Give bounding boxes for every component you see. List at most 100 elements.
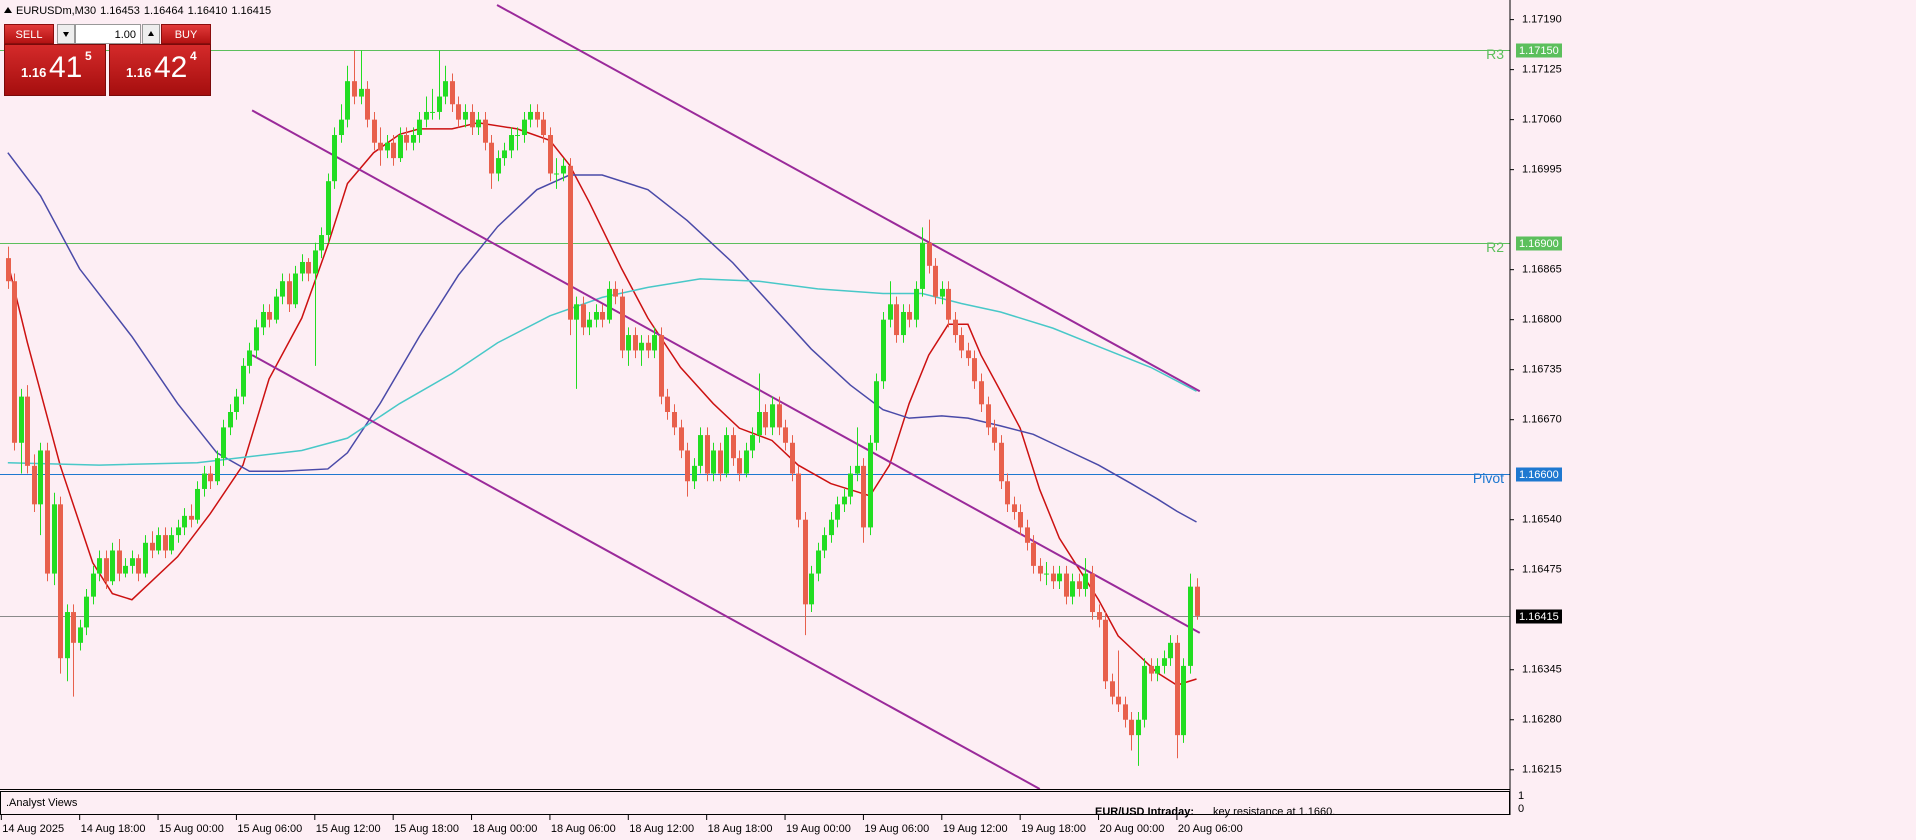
candle-body: [600, 311, 605, 320]
candle-body: [365, 88, 370, 120]
candle-body: [587, 319, 592, 328]
x-tick-label: 20 Aug 00:00: [1100, 823, 1165, 835]
candle-body: [986, 404, 991, 428]
candle-body: [1044, 573, 1049, 575]
x-tick-label: 14 Aug 2025: [2, 823, 64, 835]
candle-body: [476, 119, 481, 128]
candle-body: [261, 311, 266, 328]
y-tick-label: 1.16540: [1522, 514, 1562, 526]
lot-input[interactable]: 1.00: [75, 24, 141, 44]
candle-body: [463, 111, 468, 120]
candle-body: [143, 542, 148, 574]
ask-price[interactable]: 1.16 42 4: [109, 44, 211, 96]
candle-body: [313, 250, 318, 274]
candle-body: [169, 535, 174, 551]
buy-button[interactable]: BUY: [161, 24, 211, 44]
candle-body: [790, 442, 795, 474]
indicator-scale-max: 1: [1518, 790, 1524, 802]
quote-close: 1.16415: [231, 5, 272, 17]
plot-area: R3 R2 Pivot: [0, 4, 1510, 789]
trend-line: [251, 109, 1201, 634]
candle-body: [32, 465, 37, 505]
candle-body: [195, 488, 200, 520]
candle-body: [1057, 573, 1062, 582]
candle-body: [581, 304, 586, 328]
candle-body: [881, 319, 886, 382]
y-tick-label: 1.16865: [1522, 264, 1562, 276]
candle-body: [705, 435, 710, 474]
candle-body: [274, 296, 279, 320]
candle-body: [979, 381, 984, 405]
candle-body: [12, 281, 17, 443]
candle-body: [822, 535, 827, 551]
candle-body: [914, 288, 919, 320]
candle-body: [156, 535, 161, 551]
candle-body: [1025, 527, 1030, 543]
candle-body: [1012, 504, 1017, 513]
y-tick-label: 1.17125: [1522, 64, 1562, 76]
candle-body: [38, 450, 43, 505]
candle-body: [894, 304, 899, 336]
x-tick-label: 18 Aug 06:00: [551, 823, 616, 835]
candle-body: [613, 288, 618, 297]
candle-body: [574, 304, 579, 320]
candle-body: [430, 111, 435, 113]
x-tick-label: 19 Aug 18:00: [1021, 823, 1086, 835]
candle-body: [554, 173, 559, 175]
candle-body: [535, 111, 540, 120]
candle-body: [750, 435, 755, 451]
candle-body: [267, 311, 272, 320]
candle-body: [816, 550, 821, 574]
candle-body: [1077, 581, 1082, 589]
candle-body: [1181, 665, 1186, 736]
bid-price[interactable]: 1.16 41 5: [4, 44, 106, 96]
candle-body: [855, 465, 860, 474]
y-tick-label: 1.17190: [1522, 14, 1562, 26]
y-tick-label: 1.16345: [1522, 664, 1562, 676]
candle-body: [744, 450, 749, 474]
candle-body: [868, 442, 873, 528]
candle-body: [1097, 612, 1102, 620]
lot-down[interactable]: [57, 24, 75, 44]
candle-body: [182, 515, 187, 528]
candle-body: [1162, 658, 1167, 666]
candle-body: [901, 311, 906, 336]
candle-body: [959, 335, 964, 351]
candle-body: [45, 450, 50, 574]
trade-row: SELL 1.00 BUY: [4, 24, 211, 44]
indicator-label: .Analyst Views: [6, 797, 78, 809]
candle-body: [163, 535, 168, 551]
candle-body: [228, 412, 233, 428]
candle-body: [483, 119, 488, 143]
candle-body: [1136, 719, 1141, 736]
x-tick-label: 20 Aug 06:00: [1178, 823, 1243, 835]
symbol: EURUSDm,M30: [16, 5, 97, 17]
lot-up[interactable]: [142, 24, 160, 44]
candle-body: [796, 473, 801, 520]
candle-body: [548, 135, 553, 174]
bid-main: 41: [49, 51, 83, 84]
candle-body: [208, 473, 213, 482]
candle-body: [809, 573, 814, 605]
candle-body: [724, 435, 729, 474]
candle-body: [110, 550, 115, 582]
candle-body: [777, 404, 782, 428]
candle-body: [71, 612, 76, 643]
y-tick-label: 1.16800: [1522, 314, 1562, 326]
one-click-trading: SELL 1.00 BUY 1.16 41 5 1.16 42 4: [4, 24, 211, 96]
candle-body: [515, 135, 520, 137]
candle-body: [352, 81, 357, 97]
candle-body: [770, 404, 775, 428]
x-tick-label: 15 Aug 00:00: [159, 823, 224, 835]
candle-body: [450, 81, 455, 105]
candle-body: [332, 135, 337, 182]
candle-body: [1142, 665, 1147, 720]
candle-body: [698, 435, 703, 466]
candle-body: [319, 235, 324, 251]
candle-body: [378, 142, 383, 151]
candle-body: [150, 542, 155, 551]
sell-button[interactable]: SELL: [4, 24, 54, 44]
level-name: R2: [1486, 239, 1504, 255]
